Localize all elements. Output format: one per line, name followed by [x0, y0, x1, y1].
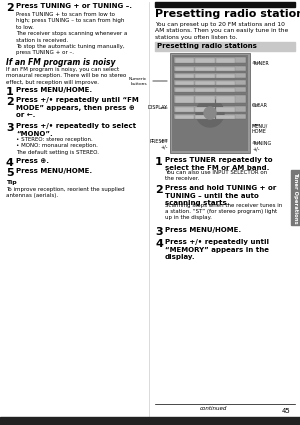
Text: 4: 4 [6, 158, 14, 168]
Text: 4: 4 [155, 239, 163, 249]
Bar [216, 88, 235, 91]
Bar [174, 114, 246, 119]
Bar [174, 80, 246, 85]
Text: 45: 45 [281, 408, 290, 414]
Bar [195, 88, 215, 91]
Text: To improve reception, reorient the supplied
antennas (aerials).: To improve reception, reorient the suppl… [6, 187, 124, 198]
Text: DISPLAY: DISPLAY [148, 105, 168, 110]
Bar [174, 73, 246, 78]
Bar [174, 87, 246, 92]
Bar [175, 74, 194, 77]
Bar [175, 96, 194, 102]
Text: Press MENU/HOME.: Press MENU/HOME. [16, 168, 92, 174]
Text: Press TUNING + to scan from low to
high; press TUNING – to scan from high
to low: Press TUNING + to scan from low to high;… [16, 12, 128, 55]
Text: Press MENU/HOME.: Press MENU/HOME. [16, 87, 92, 93]
Text: PRESET
+/-: PRESET +/- [149, 139, 168, 150]
Text: Presetting radio stations: Presetting radio stations [155, 9, 300, 19]
Text: Press +/• repeatedly until “FM
MODE” appears, then press ⊕
or ←.: Press +/• repeatedly until “FM MODE” app… [16, 97, 139, 118]
Bar [175, 66, 194, 71]
Text: Press +/• repeatedly to select
“MONO”.: Press +/• repeatedly to select “MONO”. [16, 123, 136, 136]
Bar [172, 55, 248, 151]
Bar [216, 80, 235, 85]
Text: 5: 5 [6, 168, 14, 178]
Text: Numeric
buttons: Numeric buttons [129, 77, 147, 86]
Bar [175, 80, 194, 85]
Text: TUNING
+/-: TUNING +/- [252, 141, 271, 152]
Text: MENU/
HOME: MENU/ HOME [252, 123, 268, 134]
Text: You can preset up to 20 FM stations and 10
AM stations. Then you can easily tune: You can preset up to 20 FM stations and … [155, 22, 288, 40]
Bar [195, 80, 215, 85]
Text: Scanning stops when the receiver tunes in
a station. “ST” (for stereo program) l: Scanning stops when the receiver tunes i… [165, 203, 282, 221]
Bar [0, 417, 300, 425]
Text: 2: 2 [6, 3, 14, 13]
Text: CLEAR: CLEAR [252, 103, 268, 108]
Bar [195, 107, 215, 111]
Text: • STEREO: stereo reception.
• MONO: monaural reception.
The default setting is S: • STEREO: stereo reception. • MONO: mona… [16, 137, 99, 155]
Text: Press TUNER repeatedly to
select the FM or AM band.: Press TUNER repeatedly to select the FM … [165, 157, 272, 170]
Bar [195, 66, 215, 71]
Bar [195, 96, 215, 102]
Text: 3: 3 [155, 227, 163, 237]
Text: If an FM program is noisy, you can select
monaural reception. There will be no s: If an FM program is noisy, you can selec… [6, 67, 126, 85]
Bar [175, 107, 194, 111]
Text: 3: 3 [6, 123, 14, 133]
Text: Press +/• repeatedly until
“MEMORY” appears in the
display.: Press +/• repeatedly until “MEMORY” appe… [165, 239, 269, 260]
Text: 2: 2 [155, 185, 163, 195]
Bar [170, 53, 250, 153]
Bar [174, 95, 246, 103]
Circle shape [196, 99, 224, 127]
Bar [195, 114, 215, 119]
Bar [174, 66, 246, 71]
Text: Press TUNING + or TUNING –.: Press TUNING + or TUNING –. [16, 3, 132, 9]
Bar [216, 66, 235, 71]
Text: Press and hold TUNING + or
TUNING – until the auto
scanning starts.: Press and hold TUNING + or TUNING – unti… [165, 185, 276, 206]
Text: If an FM program is noisy: If an FM program is noisy [6, 58, 116, 67]
Bar [216, 96, 235, 102]
Circle shape [204, 107, 216, 119]
Bar [216, 57, 235, 62]
Text: Tuner Operations: Tuner Operations [293, 172, 298, 223]
Text: Presetting radio stations: Presetting radio stations [157, 43, 257, 49]
Text: 1: 1 [155, 157, 163, 167]
Bar [174, 57, 246, 63]
Text: Tip: Tip [6, 180, 16, 185]
Bar [155, 2, 295, 7]
Bar [175, 114, 194, 119]
Bar [175, 57, 194, 62]
Text: continued: continued [200, 406, 227, 411]
Bar [291, 170, 300, 225]
Text: 1: 1 [6, 87, 14, 97]
Text: TUNER: TUNER [252, 61, 269, 66]
Bar [195, 57, 215, 62]
Text: 2: 2 [6, 97, 14, 107]
Bar [175, 88, 194, 91]
Bar [216, 74, 235, 77]
Bar [195, 74, 215, 77]
Bar [174, 106, 246, 112]
Bar [216, 114, 235, 119]
Bar [216, 107, 235, 111]
Text: You can also use INPUT SELECTOR on
the receiver.: You can also use INPUT SELECTOR on the r… [165, 170, 267, 181]
Text: Press MENU/HOME.: Press MENU/HOME. [165, 227, 241, 233]
Bar [155, 42, 295, 51]
Text: Press ⊕.: Press ⊕. [16, 158, 49, 164]
